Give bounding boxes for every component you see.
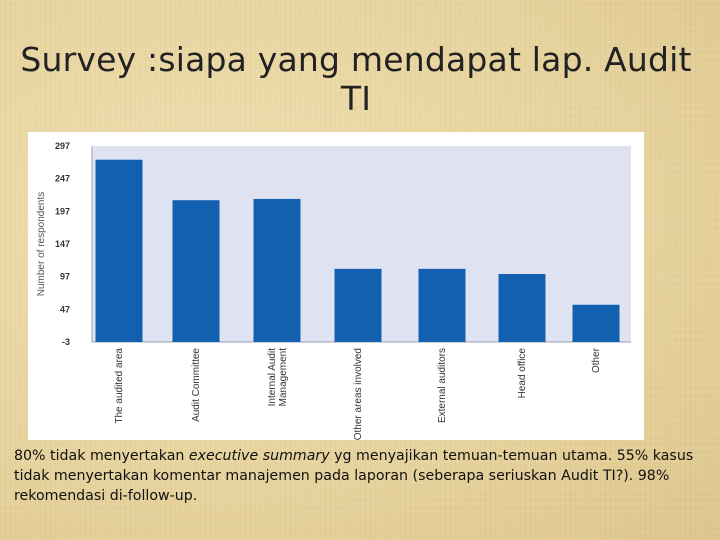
y-tick-label: 197: [55, 206, 70, 216]
x-tick-label: Other: [591, 347, 602, 373]
bar: [498, 274, 546, 342]
svg-text:Internal AuditManagement: Internal AuditManagement: [267, 348, 289, 407]
bar: [172, 200, 220, 342]
x-tick-label: Head office: [517, 348, 528, 399]
y-tick-label: 47: [60, 304, 70, 314]
svg-text:Audit Committee: Audit Committee: [191, 348, 202, 422]
svg-text:The audited area: The audited area: [114, 348, 125, 424]
slide-title: Survey :siapa yang mendapat lap. Audit T…: [20, 40, 692, 118]
bar: [572, 304, 620, 342]
svg-text:Other areas involved: Other areas involved: [353, 348, 364, 440]
x-tick-label: Audit Committee: [191, 348, 202, 422]
x-tick-label: The audited area: [114, 348, 125, 424]
svg-text:Head office: Head office: [517, 348, 528, 399]
y-tick-label: -3: [62, 337, 70, 347]
bar-chart: 297 247 197 147 97 47 -3 Number of respondents T…: [36, 141, 631, 440]
y-tick-label: 147: [55, 239, 70, 249]
bar: [334, 268, 382, 342]
svg-text:Other: Other: [591, 347, 602, 373]
bar: [418, 268, 466, 342]
caption-emphasis: executive summary: [188, 448, 330, 464]
y-axis-label: Number of respondents: [36, 192, 47, 297]
chart-panel: 297 247 197 147 97 47 -3 Number of respondents T…: [28, 132, 644, 440]
caption-part1: 80% tidak menyertakan: [14, 448, 189, 464]
caption-part2: yg menyajikan temuan-temuan utama. 55% k…: [14, 448, 694, 504]
x-tick-label: External auditors: [437, 348, 448, 423]
caption: 80% tidak menyertakan executive summary …: [14, 446, 710, 506]
svg-text:External auditors: External auditors: [437, 348, 448, 423]
bar: [253, 198, 301, 342]
x-tick-label: Internal AuditManagement: [267, 348, 289, 407]
y-tick-label: 97: [60, 272, 70, 282]
y-tick-label: 297: [55, 141, 70, 151]
bar: [95, 159, 143, 342]
x-tick-label: Other areas involved: [353, 348, 364, 440]
y-tick-label: 247: [55, 174, 70, 184]
